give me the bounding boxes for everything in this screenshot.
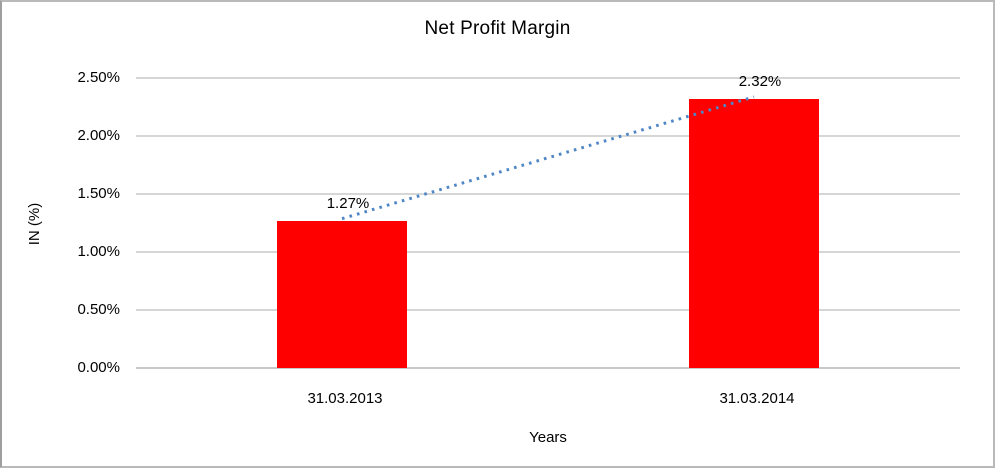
gridline [136, 135, 960, 137]
y-axis-tick-label: 1.50% [77, 185, 120, 202]
x-axis-category-label: 31.03.2014 [719, 390, 795, 407]
x-axis-title: Years [529, 429, 567, 446]
gridline [136, 193, 960, 195]
x-axis-line [136, 367, 960, 369]
bar-value-label: 1.27% [326, 194, 370, 212]
gridline [136, 309, 960, 311]
y-axis-tick-label: 0.50% [77, 301, 120, 318]
bar-value-label: 2.32% [738, 72, 782, 90]
gridline [136, 251, 960, 253]
y-axis-tick-label: 2.50% [77, 69, 120, 86]
chart-bar [689, 98, 819, 368]
y-axis-tick-label: 0.00% [77, 359, 120, 376]
gridline [136, 77, 960, 79]
chart-title: Net Profit Margin [424, 18, 571, 39]
y-axis-tick-label: 2.00% [77, 127, 120, 144]
x-axis-category-label: 31.03.2013 [307, 390, 383, 407]
chart-bar [277, 220, 407, 368]
y-axis-tick-label: 1.00% [77, 243, 120, 260]
